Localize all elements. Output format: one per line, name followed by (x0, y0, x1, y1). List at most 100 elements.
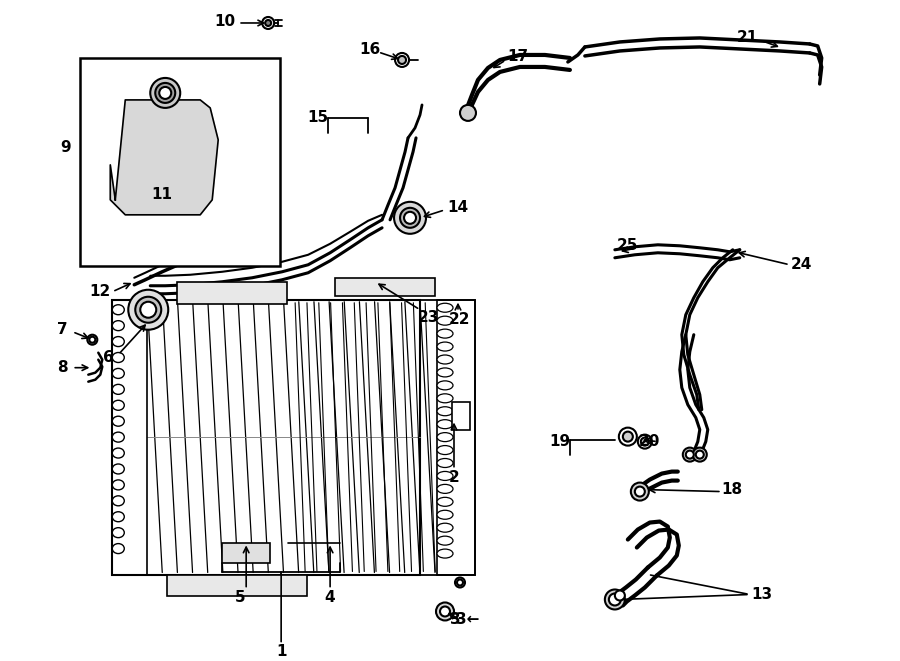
Circle shape (266, 20, 271, 26)
Ellipse shape (437, 471, 453, 481)
Text: 22: 22 (449, 312, 471, 327)
Bar (112, 299, 148, 574)
Bar (80, 58, 280, 266)
Ellipse shape (437, 549, 453, 558)
Ellipse shape (112, 543, 124, 553)
Text: 11: 11 (152, 187, 173, 202)
Ellipse shape (437, 497, 453, 506)
Ellipse shape (112, 464, 124, 474)
Circle shape (262, 17, 274, 29)
Ellipse shape (437, 446, 453, 455)
Polygon shape (111, 100, 218, 215)
Text: 2: 2 (448, 470, 459, 485)
Text: 4: 4 (325, 590, 336, 605)
Text: 12: 12 (90, 284, 111, 299)
Circle shape (400, 208, 420, 228)
Text: 9: 9 (60, 140, 70, 155)
Circle shape (605, 590, 625, 609)
Ellipse shape (437, 316, 453, 325)
Text: 14: 14 (447, 200, 469, 215)
Ellipse shape (437, 536, 453, 545)
Ellipse shape (437, 381, 453, 390)
Ellipse shape (112, 416, 124, 426)
Circle shape (696, 451, 704, 459)
Ellipse shape (112, 321, 124, 330)
Ellipse shape (437, 329, 453, 338)
Bar (295, 299, 475, 574)
Text: 19: 19 (549, 434, 571, 449)
Circle shape (436, 602, 454, 621)
Circle shape (135, 297, 161, 323)
Text: 23: 23 (418, 310, 438, 325)
Circle shape (693, 447, 706, 461)
Text: 20: 20 (639, 434, 661, 449)
Ellipse shape (437, 355, 453, 364)
Ellipse shape (112, 336, 124, 346)
Ellipse shape (437, 342, 453, 351)
Text: 7: 7 (57, 322, 68, 337)
Circle shape (619, 428, 637, 446)
Text: 8: 8 (57, 360, 68, 375)
Circle shape (140, 301, 157, 318)
Ellipse shape (437, 510, 453, 520)
Bar (167, 574, 307, 596)
Circle shape (623, 432, 633, 442)
Ellipse shape (112, 432, 124, 442)
Bar (452, 402, 470, 430)
Circle shape (683, 447, 697, 461)
Text: 17: 17 (508, 50, 528, 65)
Circle shape (394, 202, 426, 234)
Ellipse shape (112, 305, 124, 315)
Circle shape (631, 483, 649, 500)
Circle shape (455, 578, 465, 588)
Text: 21: 21 (737, 30, 759, 46)
Bar (437, 299, 475, 574)
Text: 15: 15 (308, 110, 328, 126)
Ellipse shape (112, 512, 124, 522)
Ellipse shape (437, 394, 453, 403)
Ellipse shape (112, 368, 124, 379)
Circle shape (404, 212, 416, 224)
Ellipse shape (437, 459, 453, 467)
Circle shape (634, 486, 644, 496)
Circle shape (460, 105, 476, 121)
Circle shape (641, 438, 649, 446)
Circle shape (457, 580, 463, 586)
Ellipse shape (112, 496, 124, 506)
Ellipse shape (112, 352, 124, 362)
Ellipse shape (112, 384, 124, 395)
Circle shape (609, 594, 621, 605)
Ellipse shape (112, 401, 124, 410)
Circle shape (615, 590, 625, 600)
Circle shape (686, 451, 694, 459)
Circle shape (395, 53, 409, 67)
Text: 16: 16 (359, 42, 381, 58)
Text: 25: 25 (617, 238, 638, 253)
Bar (335, 278, 435, 295)
Text: 1: 1 (276, 644, 286, 659)
Bar (177, 282, 287, 304)
Ellipse shape (437, 524, 453, 532)
Text: 10: 10 (214, 15, 236, 30)
Ellipse shape (437, 368, 453, 377)
Circle shape (87, 334, 97, 344)
Ellipse shape (112, 527, 124, 537)
Ellipse shape (437, 407, 453, 416)
Ellipse shape (112, 448, 124, 458)
Text: 3←: 3← (456, 612, 480, 627)
Text: 6: 6 (103, 350, 113, 365)
Ellipse shape (437, 485, 453, 493)
Circle shape (156, 83, 176, 103)
Circle shape (150, 78, 180, 108)
Circle shape (638, 435, 652, 449)
Bar (222, 543, 270, 563)
Text: 24: 24 (791, 257, 813, 272)
Ellipse shape (437, 303, 453, 312)
Text: 3: 3 (450, 612, 460, 627)
Ellipse shape (112, 480, 124, 490)
Text: 5: 5 (235, 590, 246, 605)
Ellipse shape (437, 420, 453, 429)
Circle shape (440, 607, 450, 617)
Circle shape (129, 290, 168, 330)
Text: 18: 18 (721, 482, 742, 497)
